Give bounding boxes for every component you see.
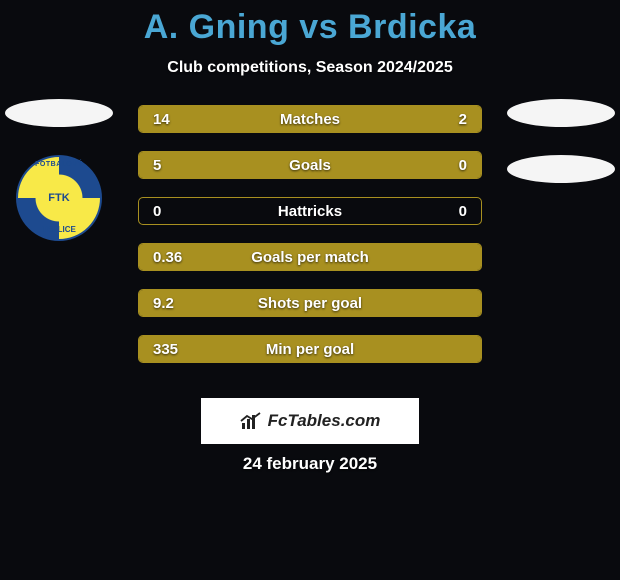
stat-row: 142Matches [138, 105, 482, 133]
right-club-logo-placeholder [507, 155, 615, 183]
brand-text: FcTables.com [268, 411, 381, 431]
stat-label: Goals [139, 157, 481, 174]
stat-row: 9.2Shots per goal [138, 289, 482, 317]
stat-label: Min per goal [139, 341, 481, 358]
left-club-logo-bottom: TEPLICE [18, 225, 100, 234]
left-club-logo-text: FTK [41, 180, 77, 216]
page-title: A. Gning vs Brdicka [0, 0, 620, 47]
stat-bars: 142Matches 50Goals 00Hattricks 0.36Goals pe… [138, 105, 482, 363]
right-player-photo-placeholder [507, 99, 615, 127]
stat-row: 335Min per goal [138, 335, 482, 363]
stat-label: Hattricks [139, 203, 481, 220]
stat-label: Goals per match [139, 249, 481, 266]
chart-icon [240, 412, 262, 430]
left-player-column: FTK TEPLICE [4, 99, 114, 241]
comparison-area: FTK TEPLICE 142Matches 50Goals 00Hattricks… [0, 105, 620, 395]
brand-box: FcTables.com [201, 398, 419, 444]
stat-label: Shots per goal [139, 295, 481, 312]
subtitle: Club competitions, Season 2024/2025 [0, 59, 620, 77]
right-player-column [506, 99, 616, 183]
stat-label: Matches [139, 111, 481, 128]
stat-row: 50Goals [138, 151, 482, 179]
left-club-logo: FTK TEPLICE [16, 155, 102, 241]
left-player-photo-placeholder [5, 99, 113, 127]
stat-row: 0.36Goals per match [138, 243, 482, 271]
date-label: 24 february 2025 [0, 454, 620, 474]
stat-row: 00Hattricks [138, 197, 482, 225]
